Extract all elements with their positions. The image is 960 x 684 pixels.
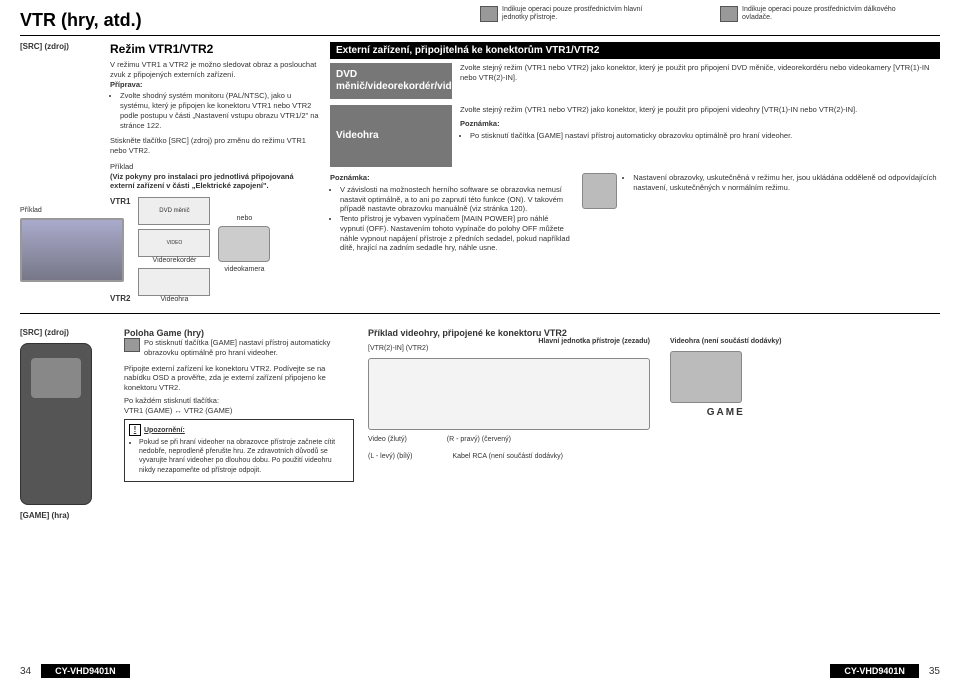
- example-label: Příklad: [110, 162, 133, 171]
- page-footer: 34 CY-VHD9401N CY-VHD9401N 35: [0, 664, 960, 678]
- ext-row2-note-title: Poznámka:: [460, 119, 500, 128]
- rear-title: Příklad videohry, připojené ke konektoru…: [368, 328, 940, 338]
- model-left: CY-VHD9401N: [41, 664, 130, 678]
- game-text: Po stisknutí tlačítka [GAME] nastaví pří…: [144, 338, 354, 358]
- side-note: Nastavení obrazovky, uskutečněná v režim…: [633, 173, 940, 193]
- ext-row2-pre: Zvolte stejný režim (VTR1 nebo VTR2) jak…: [460, 105, 940, 115]
- videogame-label: Videohra (není součástí dodávky): [670, 338, 782, 345]
- warn-title: Upozornění:: [144, 426, 185, 435]
- page-right: 35: [929, 666, 940, 677]
- model-right: CY-VHD9401N: [830, 664, 919, 678]
- vhra-label: Videohra: [138, 296, 210, 303]
- vtr2-label: VTR2: [110, 294, 130, 303]
- main-unit-text: Indikuje operaci pouze prostřednictvím h…: [502, 6, 660, 23]
- rear-unit-diagram: [368, 358, 650, 430]
- press-src: Stiskněte tlačítko [SRC] (zdroj) pro změ…: [110, 136, 320, 156]
- screen-placeholder: [20, 218, 124, 282]
- divider-2: [20, 313, 940, 314]
- mode-heading: Režim VTR1/VTR2: [110, 42, 320, 56]
- ext-row2-note-text: Po stisknutí tlačítka [GAME] nastaví pří…: [470, 131, 940, 141]
- vrec-label: Videorekordér: [138, 257, 210, 264]
- game-heading: Poloha Game (hry): [124, 328, 354, 338]
- top-icon-legend: Indikuje operaci pouze prostřednictvím h…: [480, 6, 900, 23]
- console-icon: [670, 351, 742, 403]
- videogame-box: [138, 268, 210, 296]
- gamepad-icon: [582, 173, 617, 209]
- remote-icon: [720, 6, 738, 22]
- ext-row1-label: DVD měnič/videorekordér/videokamera: [330, 63, 452, 99]
- main-unit-icon: [480, 6, 498, 22]
- note-li1: V závislosti na možnostech herního softw…: [340, 185, 570, 214]
- camcorder-icon: [218, 226, 270, 262]
- ext-row2-label: Videohra: [330, 105, 452, 167]
- example-sub: (Viz pokyny pro instalaci pro jednotlivá…: [110, 172, 294, 191]
- l-white: (L - levý) (bílý): [368, 453, 412, 460]
- after-press: Po každém stisknutí tlačítka:: [124, 396, 354, 406]
- warn-text: Pokud se při hraní videoher na obrazovce…: [139, 438, 349, 474]
- ext-heading: Externí zařízení, připojitelná ke konekt…: [330, 42, 940, 59]
- video-recorder-box: VIDEO: [138, 229, 210, 257]
- prep-label: Příprava:: [110, 80, 320, 90]
- warning-box: !Upozornění: Pokud se při hraní videoher…: [124, 419, 354, 481]
- mainunit-small-icon: [124, 338, 140, 352]
- src2-label: [SRC] (zdroj): [20, 328, 110, 337]
- remote-placeholder: [20, 343, 92, 505]
- prep-item: Zvolte shodný systém monitoru (PAL/NTSC)…: [120, 91, 320, 130]
- note-title: Poznámka:: [330, 173, 370, 182]
- rca-label: Kabel RCA (není součástí dodávky): [452, 453, 563, 460]
- priklad-label: Příklad: [20, 207, 100, 214]
- nebo-label: nebo: [237, 215, 253, 222]
- game-word: GAME: [670, 407, 782, 418]
- dvd-changer-box: DVD měnič: [138, 197, 210, 225]
- r-red: (R - pravý) (červený): [447, 436, 511, 443]
- connect-text: Připojte externí zařízení ke konektoru V…: [124, 364, 354, 393]
- video-yellow: Video (žlutý): [368, 436, 407, 443]
- vtr1-label: VTR1: [110, 197, 130, 206]
- mode-intro: V režimu VTR1 a VTR2 je možno sledovat o…: [110, 60, 320, 80]
- ext-row1-text: Zvolte stejný režim (VTR1 nebo VTR2) jak…: [460, 63, 940, 99]
- seq-text: VTR1 (GAME) ↔ VTR2 (GAME): [124, 406, 354, 416]
- vtr2in-label: [VTR(2)-IN] (VTR2): [368, 345, 650, 352]
- src-label: [SRC] (zdroj): [20, 42, 100, 51]
- note-li2: Tento přístroj je vybaven vypínačem [MAI…: [340, 214, 570, 253]
- game-label: [GAME] (hra): [20, 511, 110, 520]
- rear-unit-label: Hlavní jednotka přístroje (zezadu): [368, 338, 650, 345]
- vcam-label: videokamera: [224, 266, 264, 273]
- page-left: 34: [20, 666, 31, 677]
- divider: [20, 35, 940, 36]
- remote-text: Indikuje operaci pouze prostřednictvím d…: [742, 6, 900, 23]
